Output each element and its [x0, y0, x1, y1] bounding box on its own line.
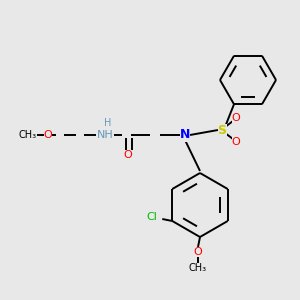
Text: H: H — [104, 118, 112, 128]
Text: O: O — [124, 150, 132, 160]
Text: N: N — [180, 128, 190, 142]
Text: CH₃: CH₃ — [189, 263, 207, 273]
Text: Cl: Cl — [147, 212, 158, 222]
Text: O: O — [232, 113, 240, 123]
Text: O: O — [44, 130, 52, 140]
Text: O: O — [232, 137, 240, 147]
Text: CH₃: CH₃ — [19, 130, 37, 140]
Text: S: S — [218, 124, 226, 136]
Text: NH: NH — [97, 130, 113, 140]
Text: O: O — [194, 247, 202, 257]
